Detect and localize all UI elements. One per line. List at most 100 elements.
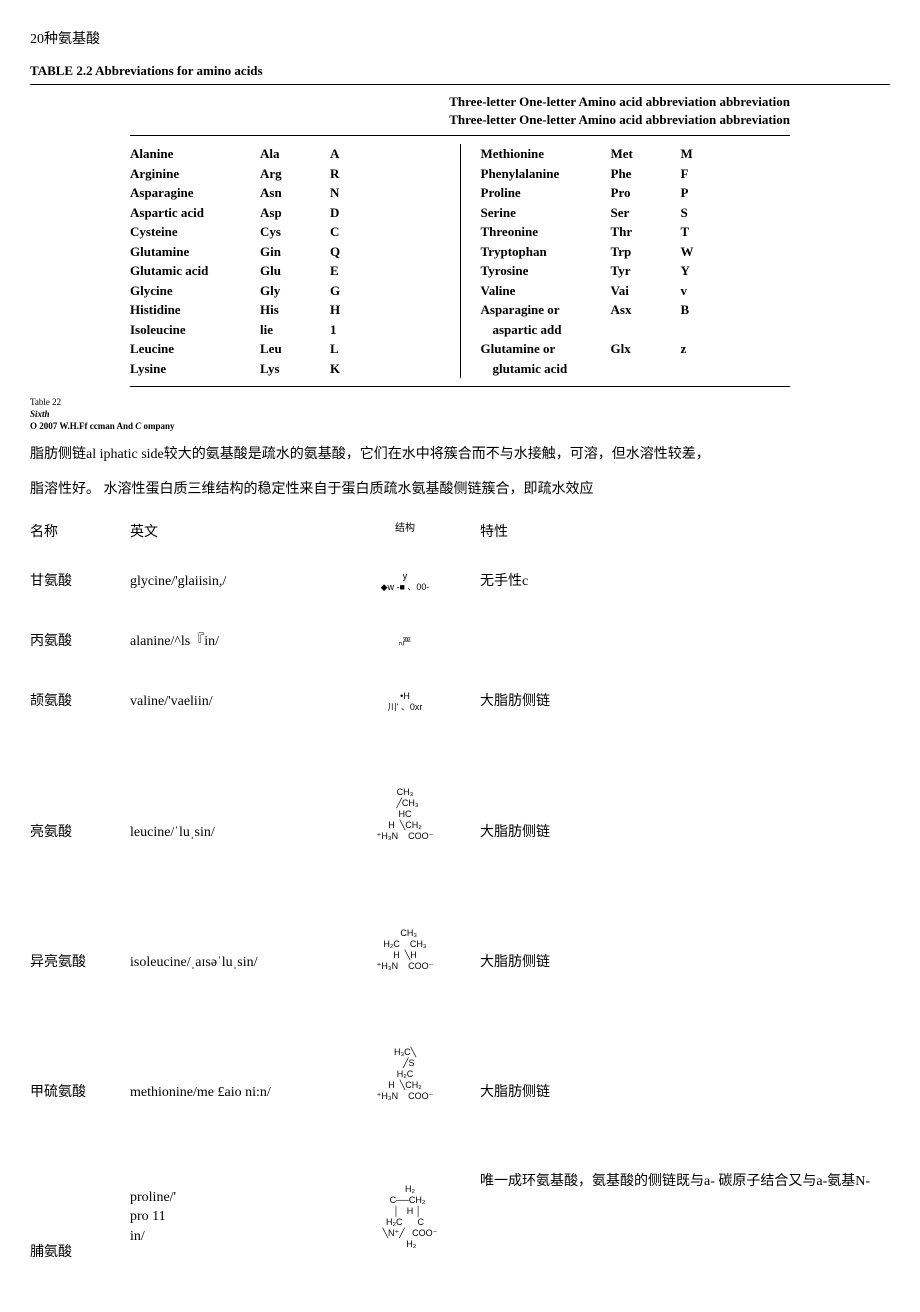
aa-name: Phenylalanine	[481, 164, 611, 184]
aa-three: His	[260, 300, 330, 320]
abbrev-row: ArginineArgR	[130, 164, 370, 184]
aa-one: 1	[330, 320, 370, 340]
prop-struct: ₙ严	[330, 637, 480, 648]
prop-struct: H₃C╲ ╱S H₂C H ╲CH₂ ⁺H₃N COO⁻	[330, 1047, 480, 1102]
aa-three: Asp	[260, 203, 330, 223]
abbrev-row: AlanineAlaA	[130, 144, 370, 164]
prop-struct: •H 川' 、0xr	[330, 691, 480, 713]
aa-one: H	[330, 300, 370, 320]
aa-three: Glu	[260, 261, 330, 281]
aa-name: aspartic add	[481, 320, 611, 340]
aa-three: Cys	[260, 222, 330, 242]
abbrev-right-col: MethionineMetMPhenylalaninePheFProlinePr…	[461, 144, 791, 378]
prop-struct: CH₃ ╱CH₃ HC H ╲CH₂ ⁺H₃N COO⁻	[330, 787, 480, 842]
proline-struct: H₂ C──CH₂ │ H │ H₂C C ╲N⁺╱ COO⁻ H₂	[330, 1184, 480, 1250]
aa-three: Ser	[611, 203, 681, 223]
aa-one: F	[681, 164, 721, 184]
abbrev-row: TyrosineTyrY	[481, 261, 721, 281]
abbrev-row: Isoleucinelie1	[130, 320, 370, 340]
aa-three: Phe	[611, 164, 681, 184]
aa-name: Leucine	[130, 339, 260, 359]
prop-en: glycine/'glaiisin,/	[130, 572, 330, 592]
prop-row: 甲硫氨酸methionine/me £aio ni:n/H₃C╲ ╱S H₂C …	[30, 1002, 890, 1112]
aa-name: Asparagine	[130, 183, 260, 203]
aa-one: L	[330, 339, 370, 359]
prop-en: leucine/ˈluˌsin/	[130, 823, 330, 843]
abbrev-row: ThreonineThrT	[481, 222, 721, 242]
aa-three	[611, 320, 681, 340]
aa-name: Tryptophan	[481, 242, 611, 262]
aa-three: Leu	[260, 339, 330, 359]
hdr-name: 名称	[30, 523, 130, 543]
aa-name: Serine	[481, 203, 611, 223]
aa-three: Met	[611, 144, 681, 164]
abbrev-row: glutamic acid	[481, 359, 721, 379]
prop-en: valine/'vaeliin/	[130, 692, 330, 712]
para2: 脂溶性好。 水溶性蛋白质三维结构的稳定性来自于蛋白质疏水氨基酸侧链簇合，即疏水效…	[30, 477, 890, 502]
prop-prop: 大脂肪侧链	[480, 1083, 890, 1103]
aa-three: Trp	[611, 242, 681, 262]
proline-en: proline/' pro 11 in/	[130, 1188, 330, 1247]
abbrev-row: MethionineMetM	[481, 144, 721, 164]
prop-name: 颉氨酸	[30, 692, 130, 712]
aa-three: Glx	[611, 339, 681, 359]
aa-name: glutamic acid	[481, 359, 611, 379]
hdr-struct: 结构	[330, 523, 480, 543]
aa-one: E	[330, 261, 370, 281]
prop-row: 颉氨酸valine/'vaeliin/•H 川' 、0xr大脂肪侧链	[30, 682, 890, 722]
aa-one: D	[330, 203, 370, 223]
aa-three: Vai	[611, 281, 681, 301]
aa-name: Alanine	[130, 144, 260, 164]
aa-one: P	[681, 183, 721, 203]
aa-name: Valine	[481, 281, 611, 301]
aa-one: z	[681, 339, 721, 359]
aa-name: Cysteine	[130, 222, 260, 242]
aa-three	[611, 359, 681, 379]
abbrev-row: TryptophanTrpW	[481, 242, 721, 262]
aa-name: Glutamine or	[481, 339, 611, 359]
proline-prop: 唯一成环氨基酸，氨基酸的侧链既与a- 碳原子结合又与a-氨基N-	[480, 1172, 890, 1192]
aa-name: Proline	[481, 183, 611, 203]
aa-three: Gly	[260, 281, 330, 301]
prop-header: 名称 英文 结构 特性	[30, 523, 890, 543]
prop-name: 丙氨酸	[30, 632, 130, 652]
aa-name: Threonine	[481, 222, 611, 242]
hdr-prop: 特性	[480, 523, 890, 543]
prop-prop: 大脂肪侧链	[480, 692, 890, 712]
aa-name: Isoleucine	[130, 320, 260, 340]
prop-prop: 大脂肪侧链	[480, 823, 890, 843]
aa-name: Lysine	[130, 359, 260, 379]
abbrev-left-col: AlanineAlaAArginineArgRAsparagineAsnNAsp…	[130, 144, 461, 378]
abbrev-row: ProlineProP	[481, 183, 721, 203]
abbrev-row: Glutamic acidGluE	[130, 261, 370, 281]
abbrev-row: CysteineCysC	[130, 222, 370, 242]
prop-row: 亮氨酸leucine/ˈluˌsin/CH₃ ╱CH₃ HC H ╲CH₂ ⁺H…	[30, 742, 890, 852]
properties-table: 名称 英文 结构 特性 甘氨酸glycine/'glaiisin,/y ◆w -…	[30, 523, 890, 1263]
para1: 脂肪侧链al iphatic side较大的氨基酸是疏水的氨基酸，它们在水中将簇…	[30, 442, 890, 467]
abbrev-table: Three-letter One-letter Amino acid abbre…	[30, 93, 890, 387]
aa-name: Histidine	[130, 300, 260, 320]
abbrev-row: HistidineHisH	[130, 300, 370, 320]
prop-en: alanine/^ls『in/	[130, 632, 330, 652]
abbrev-row: SerineSerS	[481, 203, 721, 223]
aa-three: Pro	[611, 183, 681, 203]
aa-one: G	[330, 281, 370, 301]
aa-one: M	[681, 144, 721, 164]
aa-one: C	[330, 222, 370, 242]
prop-name: 异亮氨酸	[30, 953, 130, 973]
aa-three: Ala	[260, 144, 330, 164]
aa-one	[681, 359, 721, 379]
prop-row: 异亮氨酸isoleucine/ˌaɪsəˈluˌsin/ CH₃ H₂C CH₃…	[30, 872, 890, 982]
footnote-line1: Table 22	[30, 397, 61, 407]
footnote-line3: O 2007 W.H.Ff ccman And C ompany	[30, 421, 175, 431]
aa-one: W	[681, 242, 721, 262]
prop-name: 甘氨酸	[30, 572, 130, 592]
aa-one	[681, 320, 721, 340]
table-caption: TABLE 2.2 Abbreviations for amino acids	[30, 62, 890, 85]
prop-prop: 大脂肪侧链	[480, 953, 890, 973]
abbrev-header-line2: Three-letter One-letter Amino acid abbre…	[130, 111, 790, 129]
aa-three: Asn	[260, 183, 330, 203]
prop-en: methionine/me £aio ni:n/	[130, 1083, 330, 1103]
abbrev-row: aspartic add	[481, 320, 721, 340]
abbrev-row: Aspartic acidAspD	[130, 203, 370, 223]
